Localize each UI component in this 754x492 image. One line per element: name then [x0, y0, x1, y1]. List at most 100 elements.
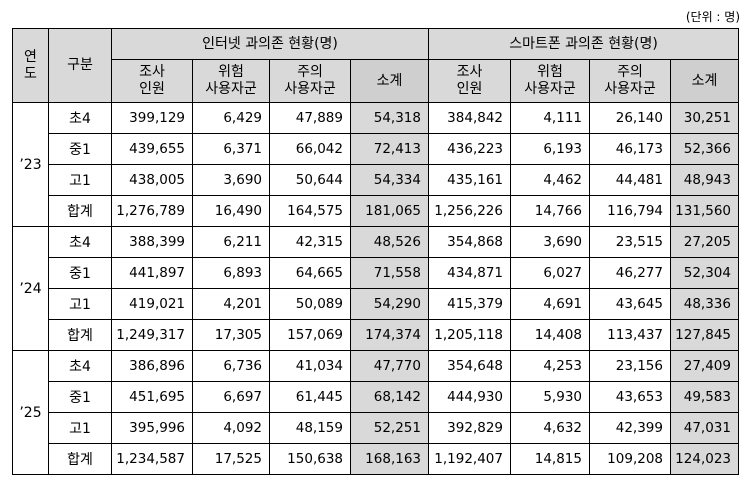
table-row: 합계 1,234,587 17,525 150,638 168,163 1,192,407…: [13, 443, 739, 475]
value-cell: 6,429: [192, 102, 270, 134]
value-cell: 52,366: [670, 133, 739, 165]
table-row: 합계 1,249,317 17,305 157,069 174,374 1,205,118…: [13, 319, 739, 351]
category-cell: 중1: [48, 381, 112, 413]
value-cell: 48,526: [350, 226, 429, 258]
table-row: ’25 초4 386,896 6,736 41,034 47,770 354,648 4,25…: [12, 350, 739, 475]
value-cell: 14,408: [510, 319, 590, 351]
value-cell: 150,638: [269, 443, 351, 475]
value-cell: 64,665: [269, 257, 351, 289]
value-cell: 157,069: [269, 319, 351, 351]
value-cell: 52,304: [670, 257, 739, 289]
internet-header: 인터넷 과의존 현황(명): [111, 28, 429, 60]
overdependence-table: 연 도 구분 인터넷 과의존 현황(명) 스마트폰 과의존 현황(명) 조사 인…: [12, 28, 739, 475]
value-cell: 6,697: [192, 381, 270, 413]
unit-note: (단위 : 명): [685, 10, 740, 24]
smartphone-risk-group-header: 위험 사용자군: [510, 59, 590, 103]
value-cell: 4,092: [192, 412, 270, 444]
value-cell: 16,490: [192, 195, 270, 227]
value-cell: 6,371: [192, 133, 270, 165]
value-cell: 43,653: [589, 381, 671, 413]
value-cell: 46,173: [589, 133, 671, 165]
value-cell: 61,445: [269, 381, 351, 413]
value-cell: 6,211: [192, 226, 270, 258]
category-cell: 초4: [48, 350, 112, 382]
internet-subtotal-header: 소계: [350, 59, 429, 103]
year-cell: ’23: [12, 102, 49, 227]
value-cell: 415,379: [428, 288, 511, 320]
category-cell: 고1: [48, 164, 112, 196]
value-cell: 49,583: [670, 381, 739, 413]
value-cell: 181,065: [350, 195, 429, 227]
value-cell: 388,399: [111, 226, 193, 258]
value-cell: 50,089: [269, 288, 351, 320]
value-cell: 451,695: [111, 381, 193, 413]
value-cell: 4,253: [510, 350, 590, 382]
table-row: 고1 438,005 3,690 50,644 54,334 435,161 4,462 44…: [13, 164, 739, 196]
value-cell: 14,766: [510, 195, 590, 227]
value-cell: 434,871: [428, 257, 511, 289]
value-cell: 6,893: [192, 257, 270, 289]
value-cell: 392,829: [428, 412, 511, 444]
value-cell: 47,889: [269, 102, 351, 134]
value-cell: 1,256,226: [428, 195, 511, 227]
table-row: 중1 439,655 6,371 66,042 72,413 436,223 6,193 46…: [13, 133, 739, 165]
value-cell: 4,111: [510, 102, 590, 134]
value-cell: 42,399: [589, 412, 671, 444]
category-cell: 합계: [48, 443, 112, 475]
value-cell: 52,251: [350, 412, 429, 444]
year-cell: ’25: [12, 350, 49, 475]
value-cell: 66,042: [269, 133, 351, 165]
value-cell: 441,897: [111, 257, 193, 289]
value-cell: 1,205,118: [428, 319, 511, 351]
category-cell: 합계: [48, 195, 112, 227]
year-header: 연 도: [12, 28, 49, 103]
value-cell: 419,021: [111, 288, 193, 320]
value-cell: 384,842: [428, 102, 511, 134]
value-cell: 1,234,587: [111, 443, 193, 475]
internet-risk-group-header: 위험 사용자군: [192, 59, 270, 103]
value-cell: 435,161: [428, 164, 511, 196]
value-cell: 1,192,407: [428, 443, 511, 475]
value-cell: 4,201: [192, 288, 270, 320]
value-cell: 54,290: [350, 288, 429, 320]
internet-caution-group-header: 주의 사용자군: [269, 59, 351, 103]
value-cell: 26,140: [589, 102, 671, 134]
value-cell: 23,515: [589, 226, 671, 258]
value-cell: 4,691: [510, 288, 590, 320]
value-cell: 27,205: [670, 226, 739, 258]
value-cell: 386,896: [111, 350, 193, 382]
smartphone-header: 스마트폰 과의존 현황(명): [428, 28, 739, 60]
internet-survey-count-header: 조사 인원: [111, 59, 193, 103]
value-cell: 54,318: [350, 102, 429, 134]
category-header: 구분: [48, 28, 112, 103]
value-cell: 23,156: [589, 350, 671, 382]
smartphone-survey-count-header: 조사 인원: [428, 59, 511, 103]
value-cell: 6,736: [192, 350, 270, 382]
value-cell: 50,644: [269, 164, 351, 196]
value-cell: 6,027: [510, 257, 590, 289]
value-cell: 68,142: [350, 381, 429, 413]
value-cell: 17,305: [192, 319, 270, 351]
value-cell: 439,655: [111, 133, 193, 165]
value-cell: 72,413: [350, 133, 429, 165]
value-cell: 42,315: [269, 226, 351, 258]
value-cell: 124,023: [670, 443, 739, 475]
category-cell: 초4: [48, 226, 112, 258]
value-cell: 4,632: [510, 412, 590, 444]
table-row: 고1 395,996 4,092 48,159 52,251 392,829 4,632 42…: [13, 412, 739, 444]
table-row: 고1 419,021 4,201 50,089 54,290 415,379 4,691 43…: [13, 288, 739, 320]
value-cell: 399,129: [111, 102, 193, 134]
value-cell: 41,034: [269, 350, 351, 382]
value-cell: 174,374: [350, 319, 429, 351]
value-cell: 438,005: [111, 164, 193, 196]
value-cell: 46,277: [589, 257, 671, 289]
value-cell: 3,690: [510, 226, 590, 258]
value-cell: 4,462: [510, 164, 590, 196]
category-cell: 중1: [48, 257, 112, 289]
value-cell: 30,251: [670, 102, 739, 134]
value-cell: 14,815: [510, 443, 590, 475]
table-row: ’24 초4 388,399 6,211 42,315 48,526 354,868 3,69…: [12, 226, 739, 351]
value-cell: 109,208: [589, 443, 671, 475]
smartphone-caution-group-header: 주의 사용자군: [589, 59, 671, 103]
year-cell: ’24: [12, 226, 49, 351]
